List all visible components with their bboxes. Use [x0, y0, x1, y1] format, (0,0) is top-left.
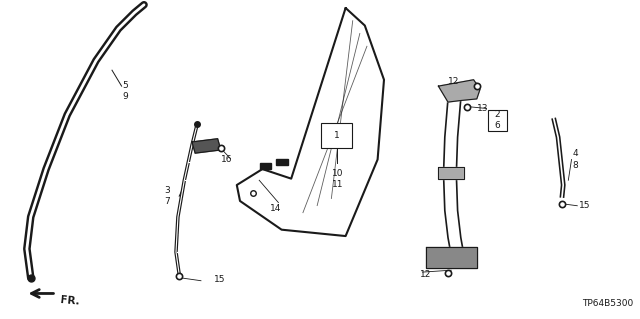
- Text: 12: 12: [448, 77, 460, 86]
- Text: 1: 1: [334, 131, 339, 140]
- Text: 5
9: 5 9: [122, 81, 127, 101]
- Text: TP64B5300: TP64B5300: [582, 299, 634, 308]
- Text: 12: 12: [420, 270, 431, 278]
- Text: 15: 15: [214, 275, 226, 284]
- Text: 16: 16: [221, 155, 232, 164]
- Text: 13: 13: [477, 104, 488, 113]
- Polygon shape: [192, 139, 221, 153]
- Polygon shape: [438, 80, 480, 102]
- Text: 4
8: 4 8: [573, 149, 579, 170]
- Bar: [321, 123, 352, 148]
- Text: FR.: FR.: [60, 295, 80, 307]
- Text: 10
11: 10 11: [332, 169, 343, 189]
- Bar: [260, 163, 271, 169]
- Text: 14: 14: [269, 204, 281, 213]
- Text: 15: 15: [579, 201, 591, 210]
- Text: 2
6: 2 6: [495, 110, 500, 130]
- Bar: [488, 110, 507, 131]
- Polygon shape: [438, 167, 464, 179]
- Bar: [276, 159, 288, 165]
- Polygon shape: [426, 247, 477, 268]
- Text: 3
7: 3 7: [164, 186, 170, 206]
